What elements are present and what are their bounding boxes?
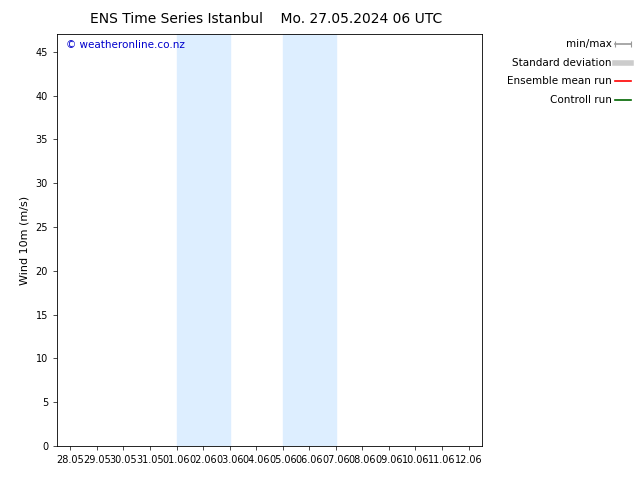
Bar [176,34,230,446]
Y-axis label: Wind 10m (m/s): Wind 10m (m/s) [20,196,30,285]
Text: Standard deviation: Standard deviation [512,58,612,68]
Text: ENS Time Series Istanbul    Mo. 27.05.2024 06 UTC: ENS Time Series Istanbul Mo. 27.05.2024 … [90,12,443,26]
Text: Controll run: Controll run [550,95,612,105]
Text: min/max: min/max [566,39,612,49]
Text: Ensemble mean run: Ensemble mean run [507,76,612,86]
Bar [283,34,336,446]
Text: © weatheronline.co.nz: © weatheronline.co.nz [65,41,184,50]
